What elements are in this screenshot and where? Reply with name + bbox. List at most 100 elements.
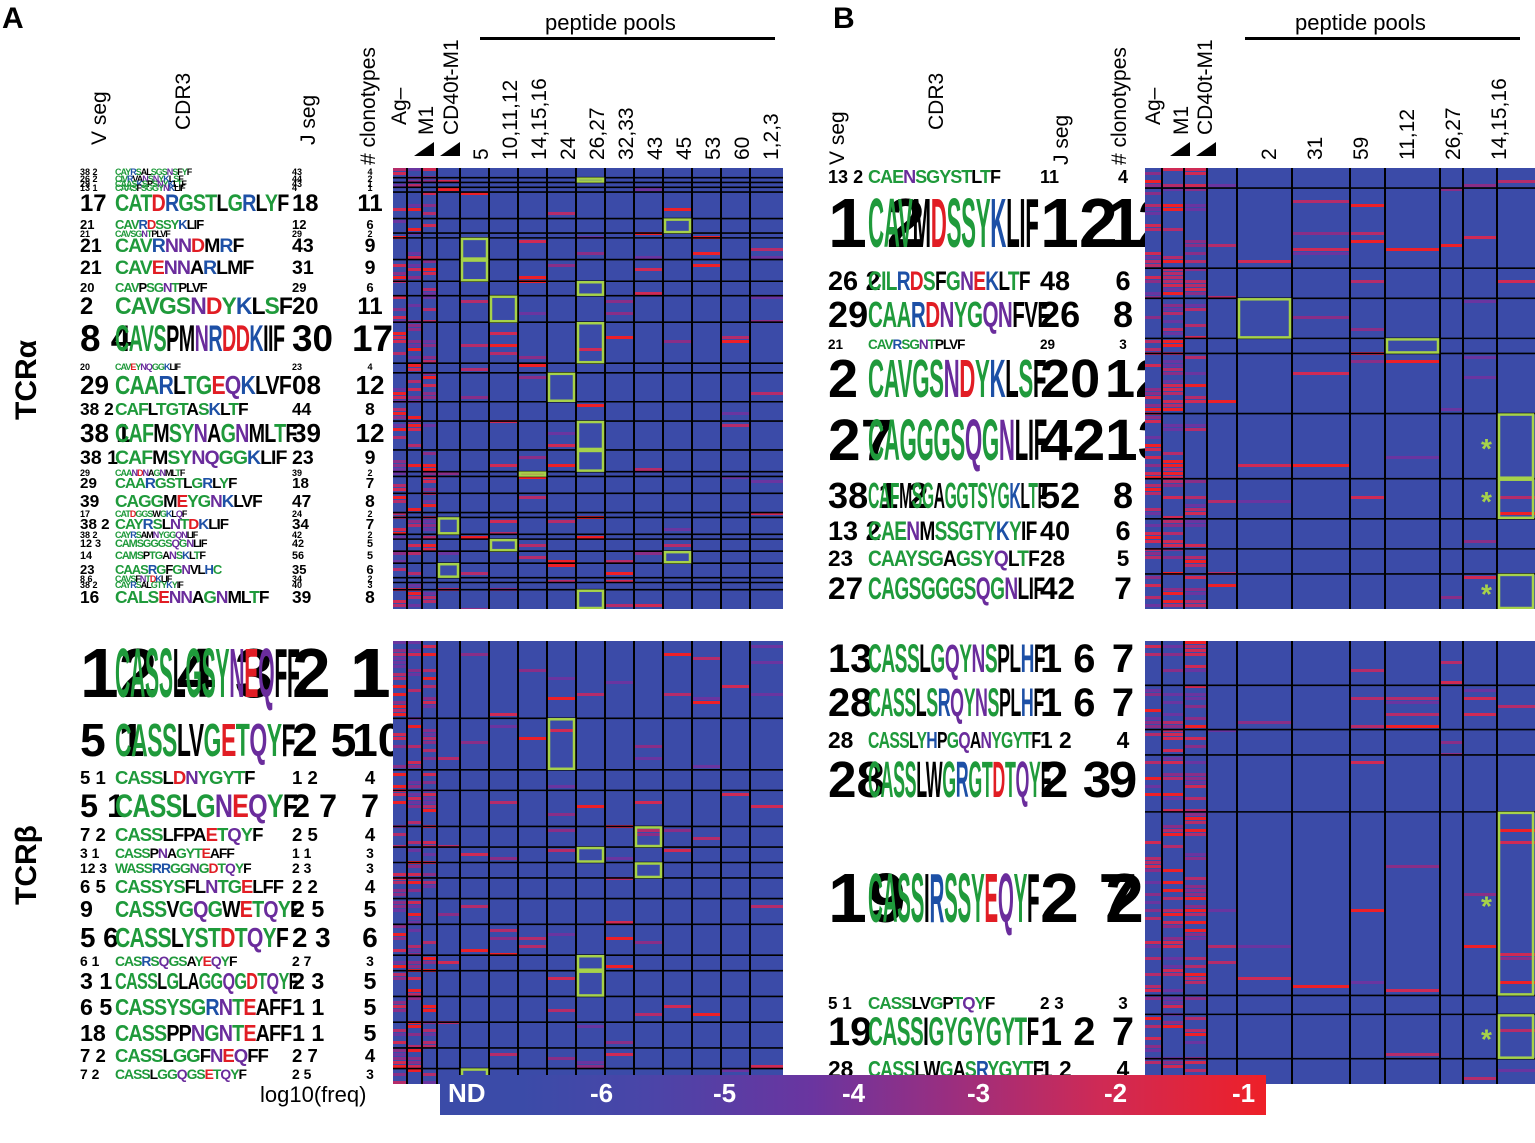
clonotype-count: 5 [366,549,374,562]
v-segment: 5 1 [80,714,145,767]
heat-cell [393,693,407,696]
heat-cell [393,472,407,475]
heat-cell [1350,725,1385,728]
heat-cell [605,336,634,339]
j-segment: 11 [1040,166,1060,187]
heat-cell [750,645,783,648]
cdr3-sequence: CAASRGFGNVLHC [115,561,222,577]
pool-label: 43 [644,136,667,160]
heat-cell [393,949,407,952]
heat-cell [663,340,692,343]
heat-cell [1497,1029,1535,1032]
heat-cell [1184,496,1207,499]
clonotype-count: 8 [1112,474,1134,516]
heat-cell [1162,476,1184,479]
header-m1-b: M1 [1170,105,1193,135]
clonotype-count: 3 [1119,337,1127,353]
cdr3-sequence: CASRSQGSAYEQYF [115,952,237,969]
j-segment: 29 [292,279,307,295]
heat-cell [393,172,407,175]
heat-cell [1184,252,1207,255]
clonotype-count: 4 [1116,727,1130,754]
clonotype-count: 15 [352,634,430,713]
heat-cell [422,396,437,399]
heat-cell [393,1033,407,1036]
heat-cell [407,1065,422,1068]
heat-cell [750,905,783,908]
heat-cell [1463,356,1497,359]
heat-cell [692,701,721,704]
heat-cell [393,424,407,427]
cdr3-sequence: CAARDNYGQNFVF [868,294,1050,336]
clonotype-count: 3 [366,1066,374,1083]
j-segment: 23 [292,447,314,470]
cdr3-sequence: WASSRRGGNGDTQYF [115,860,252,877]
clonotype-count: 8 [365,399,375,420]
heat-cell [422,1081,437,1084]
legend-tick: -6 [590,1078,614,1108]
heat-cell [518,937,547,940]
heat-cell [1184,877,1207,880]
j-segment: 2 5 [292,823,318,845]
heat-cell [692,1013,721,1016]
clonotype-count: 2 [367,573,373,584]
v-segment: 21 [80,257,102,280]
heat-cell [1145,596,1162,599]
heat-cell [663,653,692,656]
heat-cell [393,208,407,211]
heat-cell [1145,264,1162,267]
v-segment: 28 [828,727,854,754]
highlight-box [576,420,605,451]
heat-cell [1292,248,1350,251]
heat-cell [1145,280,1162,283]
heat-cell [1145,881,1162,884]
heat-cell [422,793,437,796]
heat-cell [1145,292,1162,295]
heat-cell [634,188,663,191]
heat-cell [1292,232,1350,235]
heat-cell [1385,360,1440,363]
j-segment: 43 [292,235,314,258]
heat-cell [1162,380,1184,383]
heat-cell [422,701,437,704]
heat-cell [1385,1053,1440,1056]
heat-cell [407,424,422,427]
cdr3-sequence: CASSLWGRGTDTQYF [868,750,1052,808]
heat-cell [393,536,407,539]
v-segment: 28 [828,750,886,808]
heat-cell [663,849,692,852]
heat-cell [407,649,422,652]
j-segment: 2 2 [292,875,318,897]
heat-cell [518,737,547,740]
heat-cell [422,1033,437,1036]
heat-cell [1162,424,1184,427]
heat-cell [422,697,437,700]
j-segment: 1 2 [292,767,318,789]
heat-cell [460,536,489,539]
cdr3-sequence: CASSLSRQYNSPLHF [868,681,1044,726]
heat-cell [1145,172,1162,175]
heat-cell [489,520,518,523]
heat-cell [393,973,407,976]
clonotype-count: 5 [363,1019,377,1046]
j-segment: 52 [1040,474,1081,516]
cdr3-sequence: CILRDSFGNEKLTF [868,265,1031,296]
heat-cell [1145,1025,1162,1028]
row-label-tcr-alpha: TCRα [10,339,43,420]
heat-cell [437,188,460,191]
heat-cell [393,745,407,748]
heat-cell [1184,288,1207,291]
heat-cell [1237,260,1292,263]
heat-cell [721,336,750,339]
heat-cell [407,689,422,692]
heat-cell [393,488,407,491]
heat-cell [407,1061,422,1064]
heat-cell [1162,496,1184,499]
heat-cell [437,757,460,760]
heat-cell [750,805,783,808]
heat-cell [422,1009,437,1012]
heat-cell [422,1073,437,1076]
heat-cell [1184,853,1207,856]
clonotype-count: 8 [365,490,375,511]
heat-cell [407,1025,422,1028]
